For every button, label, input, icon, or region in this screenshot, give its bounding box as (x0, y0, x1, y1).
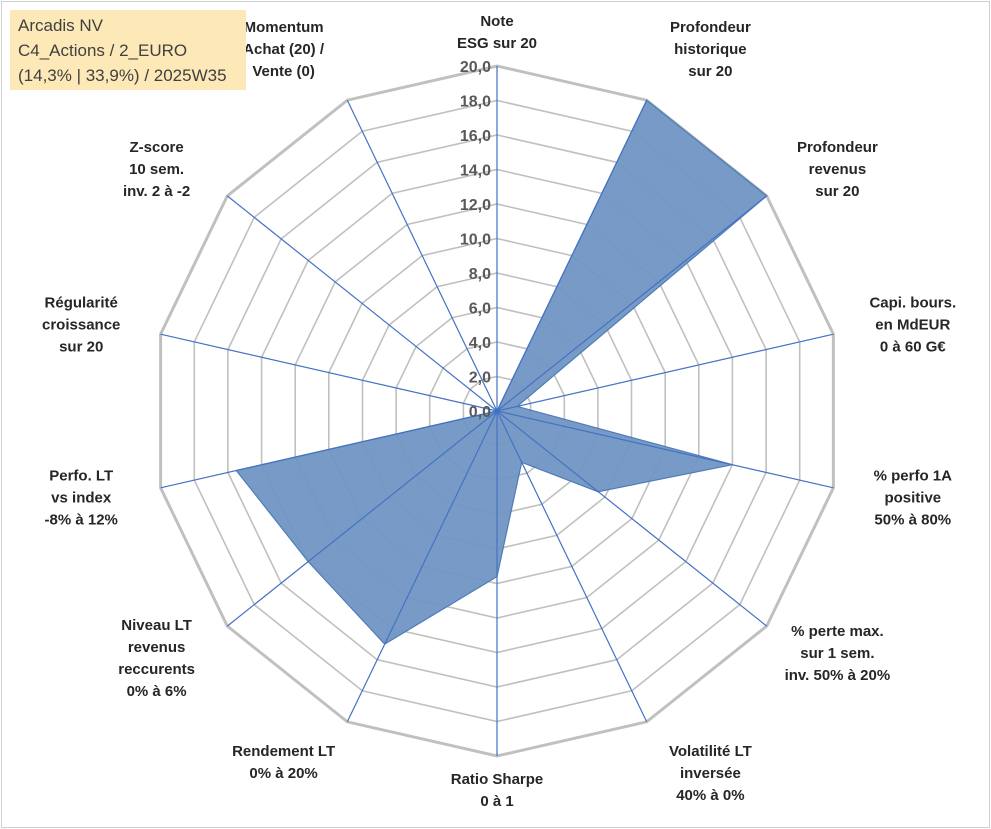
axis-spoke (496, 195, 768, 412)
axis-label: Régularité croissance sur 20 (42, 295, 120, 356)
tick-label: 0,0 (469, 404, 491, 421)
radar-tick-labels: 0,0 2,0 4,0 6,0 8,0 10,0 12,0 14,0 16,0 18,0 20,0 (460, 59, 491, 421)
tick-label: 20,0 (460, 59, 491, 76)
tick-label: 6,0 (469, 301, 491, 318)
axis-label: Profondeur historique sur 20 (670, 19, 751, 80)
portfolio-category: C4_Actions / 2_EURO (18, 41, 188, 60)
axis-label: Z-score 10 sem. inv. 2 à -2 (123, 139, 190, 200)
axis-spoke (496, 410, 834, 489)
axis-label: Volatilité LT inversée 40% à 0% (669, 743, 752, 804)
axis-label: Niveau LT revenus reccurents 0% à 6% (118, 617, 195, 700)
axis-label: Perfo. LT vs index -8% à 12% (45, 467, 118, 528)
axis-spoke (226, 410, 498, 627)
radar-series (235, 99, 768, 645)
radar-spokes (160, 66, 834, 756)
tick-label: 18,0 (460, 94, 491, 111)
axis-spoke (160, 333, 498, 412)
axis-label: % perte max. sur 1 sem. inv. 50% à 20% (785, 623, 891, 684)
info-box: Arcadis NV C4_Actions / 2_EURO (14,3% | … (10, 10, 246, 90)
axis-spoke (226, 195, 498, 412)
axis-label: Momentum Achat (20) / Vente (0) (243, 19, 325, 80)
series-area (235, 99, 768, 645)
axis-spoke (496, 99, 648, 412)
axis-label: Rendement LT 0% à 20% (232, 743, 335, 782)
axis-spoke (160, 410, 498, 489)
axis-label: Note ESG sur 20 (457, 13, 537, 52)
tick-label: 4,0 (469, 335, 491, 352)
axis-spoke (496, 333, 834, 412)
score-period: (14,3% | 33,9%) / 2025W35 (18, 66, 227, 85)
axis-label: Profondeur revenus sur 20 (797, 139, 878, 200)
axis-label: % perfo 1A positive 50% à 80% (874, 467, 953, 528)
axis-spoke (346, 99, 498, 412)
tick-label: 16,0 (460, 128, 491, 145)
tick-label: 14,0 (460, 163, 491, 180)
axis-label: Ratio Sharpe 0 à 1 (451, 771, 544, 810)
tick-label: 2,0 (469, 370, 491, 387)
radar-axis-labels: Note ESG sur 20 Profondeur historique sur 20… (42, 13, 956, 810)
tick-label: 8,0 (469, 266, 491, 283)
tick-label: 10,0 (460, 232, 491, 249)
axis-spoke (496, 410, 768, 627)
company-name: Arcadis NV (18, 16, 104, 35)
axis-spoke (496, 410, 648, 723)
axis-spoke (346, 410, 498, 723)
axis-label: Capi. bours. en MdEUR 0 à 60 G€ (869, 295, 956, 356)
tick-label: 12,0 (460, 197, 491, 214)
